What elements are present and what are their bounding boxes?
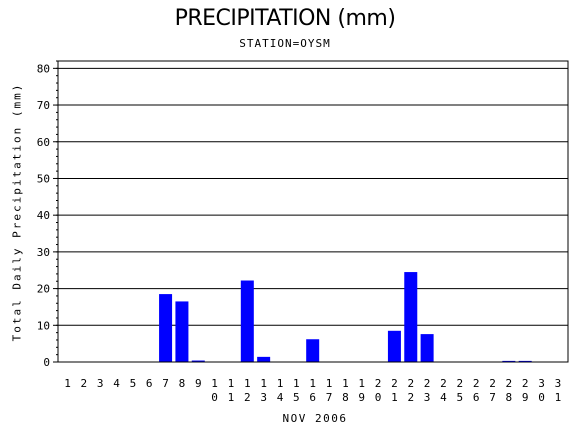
y-tick-label: 70: [37, 99, 50, 112]
bar: [306, 339, 320, 362]
x-tick-label: 3: [260, 391, 267, 404]
x-tick-label: 2: [473, 377, 480, 390]
y-tick-label: 40: [37, 209, 50, 222]
x-tick-label: 4: [440, 391, 447, 404]
y-tick-label: 30: [37, 246, 50, 259]
x-tick-label: 1: [342, 377, 349, 390]
x-tick-label: 1: [293, 377, 300, 390]
bar: [191, 360, 205, 362]
x-tick-label: 8: [179, 377, 186, 390]
y-tick-label: 80: [37, 62, 50, 75]
bar: [387, 330, 401, 362]
x-tick-label: 2: [407, 391, 414, 404]
x-tick-label: 1: [228, 391, 235, 404]
x-tick-label: 0: [211, 391, 218, 404]
bars: [159, 272, 532, 362]
x-tick-label: 6: [146, 377, 153, 390]
x-tick-label: 5: [293, 391, 300, 404]
x-tick-label: 2: [391, 377, 398, 390]
x-tick-label: 2: [440, 377, 447, 390]
bar: [159, 294, 173, 362]
x-tick-label: 4: [277, 391, 284, 404]
x-tick-label: 1: [391, 391, 398, 404]
x-tick-label: 7: [326, 391, 333, 404]
y-tick-label: 10: [37, 319, 50, 332]
x-tick-label: 1: [358, 377, 365, 390]
chart-subtitle: STATION=OYSM: [239, 37, 331, 50]
x-tick-label: 3: [555, 377, 562, 390]
x-tick-label: 6: [473, 391, 480, 404]
x-tick-label: 4: [113, 377, 120, 390]
x-tick-label: 0: [538, 391, 545, 404]
x-tick-label: 3: [424, 391, 431, 404]
x-tick-label: 9: [195, 377, 202, 390]
y-tick-label: 20: [37, 283, 50, 296]
y-tick-label: 0: [43, 356, 50, 369]
x-tick-label: 9: [358, 391, 365, 404]
x-tick-label: 1: [244, 377, 251, 390]
bar: [518, 360, 532, 362]
x-tick-label: 0: [375, 391, 382, 404]
x-tick-label: 1: [277, 377, 284, 390]
y-tick-label: 50: [37, 172, 50, 185]
y-tick-label: 60: [37, 136, 50, 149]
x-tick-label: 2: [424, 377, 431, 390]
x-axis-label: NOV 2006: [282, 412, 348, 425]
x-tick-label: 2: [456, 377, 463, 390]
x-tick-label: 3: [97, 377, 104, 390]
x-tick-label: 1: [211, 377, 218, 390]
plot-frame: [57, 60, 569, 363]
x-tick-label: 2: [522, 377, 529, 390]
y-axis: 0 10 20 30 40 50 60 70 80: [37, 60, 58, 369]
x-tick-label: 6: [309, 391, 316, 404]
grid-lines: [58, 67, 568, 326]
chart-title: PRECIPITATION (mm): [174, 6, 396, 31]
x-tick-label: 1: [309, 377, 316, 390]
bar: [502, 360, 516, 362]
x-tick-label: 9: [522, 391, 529, 404]
x-tick-label: 1: [64, 377, 71, 390]
bar: [240, 280, 254, 362]
x-tick-label: 1: [326, 377, 333, 390]
bar: [420, 334, 434, 362]
x-tick-label: 2: [81, 377, 88, 390]
x-tick-label: 8: [506, 391, 513, 404]
x-tick-label: 7: [489, 391, 496, 404]
x-tick-label: 2: [489, 377, 496, 390]
x-tick-label: 2: [244, 391, 251, 404]
x-tick-label: 5: [456, 391, 463, 404]
x-tick-label: 3: [538, 377, 545, 390]
x-axis: 1 2 3 4 5 6 7 8 9 1011121314151617181920212223242…: [64, 377, 561, 404]
x-tick-label: 7: [162, 377, 169, 390]
x-tick-label: 1: [260, 377, 267, 390]
x-tick-label: 2: [407, 377, 414, 390]
bar: [257, 356, 271, 362]
bar: [404, 272, 418, 362]
x-tick-label: 2: [506, 377, 513, 390]
x-tick-label: 8: [342, 391, 349, 404]
x-tick-label: 1: [555, 391, 562, 404]
bar: [175, 301, 189, 362]
x-tick-label: 1: [228, 377, 235, 390]
x-tick-label: 2: [375, 377, 382, 390]
x-tick-label: 5: [130, 377, 137, 390]
